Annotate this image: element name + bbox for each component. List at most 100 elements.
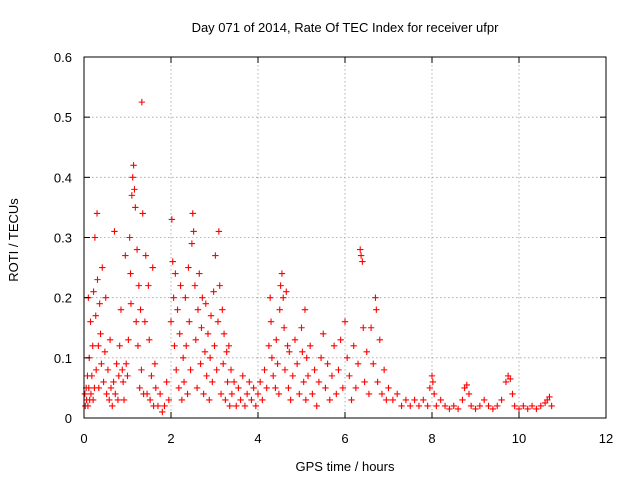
data-point — [106, 396, 113, 404]
data-point — [95, 384, 102, 392]
data-point — [185, 264, 192, 271]
data-point — [463, 381, 470, 389]
data-point — [134, 342, 142, 349]
data-point — [267, 318, 275, 325]
data-point — [226, 402, 233, 410]
data-point — [224, 378, 231, 386]
data-point — [230, 378, 238, 386]
data-point — [402, 396, 410, 404]
data-point — [136, 384, 143, 392]
data-point — [415, 402, 423, 410]
data-point — [133, 246, 141, 253]
data-point — [180, 378, 188, 386]
data-point — [163, 378, 170, 386]
y-tick-label: 0.1 — [54, 351, 72, 366]
data-point — [148, 372, 155, 380]
data-point — [176, 330, 183, 337]
data-point — [357, 252, 365, 259]
data-point — [376, 336, 383, 343]
data-point — [289, 372, 296, 380]
data-point — [223, 348, 230, 356]
data-point — [237, 396, 244, 404]
data-point — [546, 393, 553, 401]
data-point — [183, 342, 190, 349]
data-point — [151, 360, 159, 368]
data-point — [256, 378, 264, 386]
data-point — [211, 342, 218, 349]
data-point — [170, 294, 177, 301]
data-point — [389, 396, 397, 404]
data-point — [124, 372, 131, 380]
data-point — [307, 342, 314, 349]
data-point — [154, 402, 162, 410]
data-point — [300, 378, 307, 386]
data-point — [213, 366, 220, 374]
data-point — [101, 348, 109, 356]
y-tick-label: 0.3 — [54, 231, 72, 246]
data-point — [280, 294, 287, 301]
data-point — [317, 354, 325, 362]
x-axis-label: GPS time / hours — [296, 459, 395, 474]
data-point — [146, 396, 154, 404]
data-point — [239, 372, 246, 380]
data-point — [174, 306, 181, 313]
data-point — [188, 240, 196, 247]
data-point — [114, 396, 122, 404]
data-point — [186, 318, 193, 325]
data-point — [309, 390, 316, 398]
data-point — [275, 390, 283, 398]
data-point — [135, 282, 143, 289]
data-point — [398, 402, 405, 410]
data-point — [95, 342, 102, 349]
data-point — [335, 366, 342, 374]
x-tick-label: 2 — [167, 431, 174, 446]
data-point — [227, 366, 235, 374]
data-point — [326, 396, 333, 404]
data-point — [117, 306, 125, 313]
data-point — [372, 294, 379, 301]
data-point — [184, 390, 191, 398]
data-point — [265, 342, 273, 349]
x-tick-label: 4 — [254, 431, 261, 446]
data-point — [450, 402, 457, 410]
data-point — [87, 390, 95, 398]
data-point — [428, 372, 436, 380]
data-point — [149, 264, 156, 271]
x-tick-labels: 0 2 4 6 8 10 12 — [80, 431, 613, 446]
data-point — [203, 372, 210, 380]
data-point — [201, 348, 209, 356]
data-point — [115, 372, 122, 380]
data-point — [322, 384, 329, 392]
data-point — [116, 342, 123, 349]
data-point — [90, 288, 97, 295]
data-point — [465, 390, 473, 398]
data-point — [191, 282, 199, 289]
data-point — [485, 402, 492, 410]
data-point — [426, 384, 434, 392]
data-point — [206, 396, 213, 404]
data-point — [354, 360, 362, 368]
data-point — [156, 390, 164, 398]
data-point — [459, 396, 466, 404]
data-point — [127, 270, 134, 277]
data-point — [94, 276, 101, 283]
data-point — [190, 228, 197, 235]
data-point — [196, 270, 203, 277]
data-point — [177, 282, 184, 289]
data-point — [254, 390, 262, 398]
data-point — [92, 312, 99, 319]
data-point — [259, 396, 266, 404]
data-point — [361, 378, 368, 386]
data-point — [235, 384, 242, 392]
data-point — [126, 234, 133, 241]
data-point — [91, 234, 99, 241]
data-point — [107, 384, 115, 392]
data-point — [433, 402, 440, 410]
data-point — [494, 402, 501, 410]
data-point — [84, 402, 92, 410]
data-point — [278, 270, 286, 277]
data-point — [454, 405, 462, 413]
data-point — [511, 402, 518, 410]
chart-title: Day 071 of 2014, Rate Of TEC Index for r… — [192, 20, 500, 35]
data-point — [169, 258, 176, 265]
